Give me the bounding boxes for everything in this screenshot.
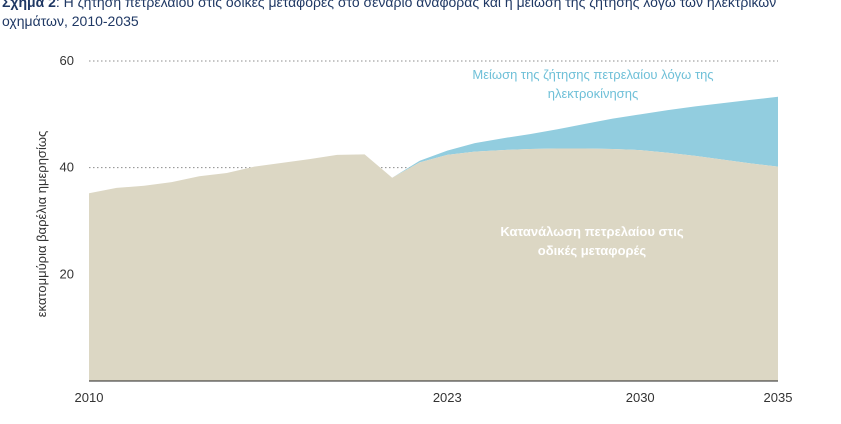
y-tick-label-20: 20 (60, 266, 74, 281)
y-axis-label: εκατομμύρια βαρέλια ημερησίως (34, 131, 49, 318)
y-tick-label-60: 60 (60, 53, 74, 68)
area-series-reduction (89, 96, 778, 194)
x-tick-label-2030: 2030 (626, 390, 655, 405)
area-series-consumption (89, 148, 778, 381)
figure-caption-text: Η ζήτηση πετρελαίου στις οδικές μεταφορέ… (2, 0, 777, 29)
figure-caption-label: Σχήμα 2 (2, 0, 56, 10)
annotation-consumption-line-1: Κατανάλωση πετρελαίου στις (500, 224, 683, 239)
plot-areas (89, 96, 778, 381)
y-tick-labels: 20 40 60 (60, 53, 74, 281)
figure-caption-separator: : (55, 0, 64, 10)
figure-caption: Σχήμα 2: Η ζήτηση πετρελαίου στις οδικές… (2, 0, 832, 31)
y-tick-label-40: 40 (60, 160, 74, 175)
x-tick-label-2023: 2023 (433, 390, 462, 405)
annotation-reduction-line-2: ηλεκτροκίνησης (548, 86, 638, 101)
x-tick-label-2010: 2010 (75, 390, 104, 405)
annotation-consumption-line-2: οδικές μεταφορές (538, 243, 647, 258)
annotation-reduction-line-1: Μείωση της ζήτησης πετρελαίου λόγω της (472, 67, 713, 82)
x-tick-label-2035: 2035 (764, 390, 793, 405)
annotations: Μείωση της ζήτησης πετρελαίου λόγω της ηλ… (472, 67, 713, 258)
x-tick-labels: 2010 2023 2030 2035 (75, 390, 793, 405)
